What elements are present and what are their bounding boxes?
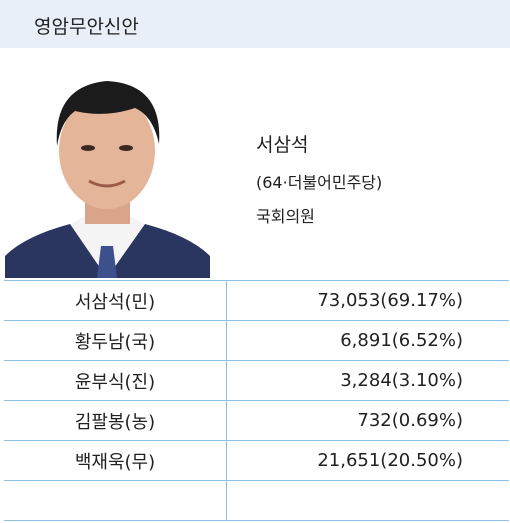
votes-cell: 732(0.69%)	[226, 400, 509, 441]
result-row: 김팔봉(농) 732(0.69%)	[4, 400, 509, 441]
header-title: 영암무안신안	[34, 16, 139, 38]
candidate-position: 국회의원	[256, 207, 315, 226]
empty-row	[4, 480, 509, 521]
result-row: 백재욱(무) 21,651(20.50%)	[4, 440, 509, 481]
candidate-info: 서삼석 (64·더불어민주당) 국회의원	[256, 130, 382, 237]
result-row: 윤부식(진) 3,284(3.10%)	[4, 360, 509, 401]
candidate-name: 서삼석	[256, 134, 309, 156]
empty-cell	[4, 480, 227, 521]
votes-cell: 3,284(3.10%)	[226, 360, 509, 401]
votes-cell: 6,891(6.52%)	[226, 320, 509, 361]
header: 영암무안신안	[0, 0, 510, 48]
votes-cell: 21,651(20.50%)	[226, 440, 509, 481]
candidate-cell: 윤부식(진)	[4, 360, 227, 401]
result-row: 황두남(국) 6,891(6.52%)	[4, 320, 509, 361]
results-table: 서삼석(민) 73,053(69.17%) 황두남(국) 6,891(6.52%) 윤부…	[4, 280, 509, 521]
candidate-cell: 백재욱(무)	[4, 440, 227, 481]
result-row: 서삼석(민) 73,053(69.17%)	[4, 280, 509, 321]
candidate-detail: (64·더불어민주당)	[256, 173, 383, 192]
candidate-cell: 황두남(국)	[4, 320, 227, 361]
empty-cell	[226, 480, 509, 521]
candidate-cell: 김팔봉(농)	[4, 400, 227, 441]
candidate-photo	[5, 81, 210, 278]
results-body: 서삼석(민) 73,053(69.17%) 황두남(국) 6,891(6.52%) 윤부…	[4, 280, 509, 521]
votes-cell: 73,053(69.17%)	[226, 280, 509, 321]
candidate-cell: 서삼석(민)	[4, 280, 227, 321]
